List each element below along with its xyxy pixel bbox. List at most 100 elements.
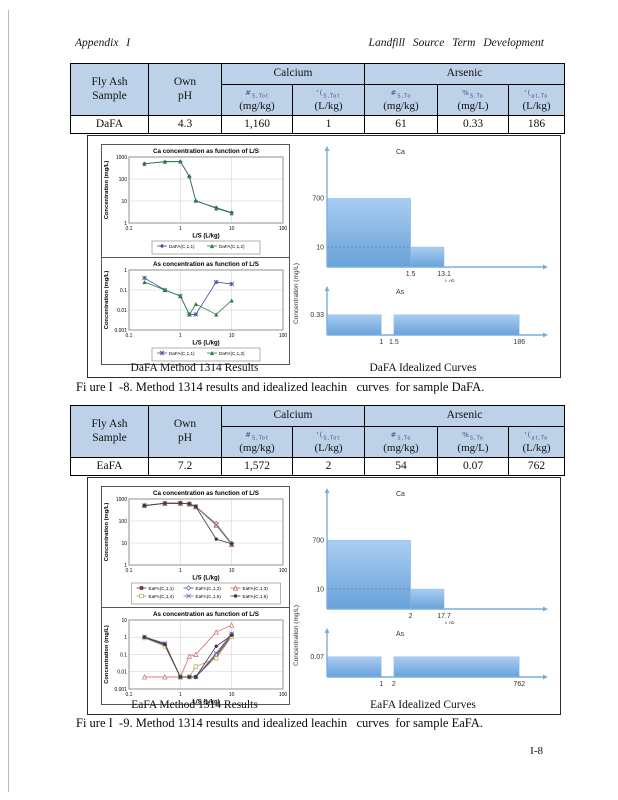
svg-text:2: 2 [392,681,396,688]
svg-text:0.1: 0.1 [126,568,133,574]
eafa-method-charts: 0.1 1 10 100 1 10 100 1000 Ca concentration as f… [101,486,290,705]
th-as-mgkg: #S,To (mg/kg) [364,426,438,458]
svg-text:0.1: 0.1 [126,692,133,698]
svg-text:Concentration (mg/L): Concentration (mg/L) [104,625,110,684]
svg-text:10: 10 [121,541,127,547]
svg-text:Ca concentration as function o: Ca concentration as function of L/S [153,490,259,497]
svg-text:1: 1 [379,681,383,688]
page-number: I-8 [530,745,543,757]
svg-text:1: 1 [379,339,383,346]
th-own-ph: Own pH [148,405,222,458]
svg-text:Ca concentration as function o: Ca concentration as function of L/S [153,148,259,155]
eafa-method-caption: EaFA Method 1314 Results [131,699,258,711]
th-ca-mgkg: #S,Tot (mg/kg) [221,84,293,116]
svg-text:1: 1 [124,268,127,274]
svg-text:DaFA(C,1,2): DaFA(C,1,2) [219,244,245,249]
svg-text:1.5: 1.5 [389,339,399,346]
svg-text:0.07: 0.07 [310,654,324,661]
svg-text:Concentration (mg/L): Concentration (mg/L) [104,161,110,220]
ideal-y-axis-label: Concentration (mg/L) [293,604,300,666]
dafa-ca-chart: 0.1 1 10 100 1 10 100 1000 Ca concentration as f… [101,144,290,258]
dafa-idealized-panel: 700 10 1.5 13.1 Ca L/S 0.33 1 186 1.5 As Concentr… [293,142,553,354]
dafa-figure-box: 0.1 1 10 100 1 10 100 1000 Ca concentration as f… [87,135,561,378]
svg-text:0.1: 0.1 [120,652,127,658]
th-arsenic-group: Arsenic [364,63,565,85]
svg-text:EaFA(C,1,2): EaFA(C,1,2) [196,586,222,591]
cell-sample: EaFA [70,457,149,476]
cell-as-lkg: 762 [508,457,565,476]
svg-text:13.1: 13.1 [437,271,451,278]
th-as-mgkg: #S,To (mg/kg) [364,84,438,116]
eafa-summary-table: Fly Ash Sample Own pH Calcium Arsenic #S… [70,405,565,476]
svg-text:As concentration as function o: As concentration as function of L/S [153,261,259,268]
svg-text:1.5: 1.5 [406,271,416,278]
dafa-method-caption: DaFA Method 1314 Results [130,362,259,374]
th-ca-lkg: '(S,Tot (L/kg) [292,84,365,116]
svg-text:1: 1 [124,635,127,641]
cell-ca-lkg: 2 [292,457,365,476]
dafa-ideal-caption: DaFA Idealized Curves [369,362,477,374]
cell-ph: 4.3 [148,115,222,134]
svg-text:0.33: 0.33 [310,312,324,319]
svg-text:As concentration as function o: As concentration as function of L/S [153,611,259,618]
cell-ca-mgkg: 1,160 [221,115,293,134]
svg-text:1: 1 [179,692,182,698]
cell-as-lkg: 186 [508,115,565,134]
svg-text:L/S (L/kg): L/S (L/kg) [192,341,219,347]
svg-text:186: 186 [513,339,525,346]
eafa-ideal-ca-chart: 700 10 2 17.7 Ca L/S [293,484,553,624]
svg-text:100: 100 [279,692,288,698]
figure-i9-caption: Fi ure I -9. Method 1314 results and ide… [76,716,483,730]
cell-ph: 7.2 [148,457,222,476]
th-as-lkg: '(at,To (L/kg) [508,84,565,116]
scan-edge-line [8,10,9,792]
dafa-as-chart: 0.1 1 10 100 0.001 0.01 0.1 1 As concentration a… [101,258,290,365]
svg-text:0.1: 0.1 [126,226,133,232]
svg-text:100: 100 [279,226,288,232]
svg-text:10: 10 [121,618,127,624]
eafa-ca-chart: 0.1 1 10 100 1 10 100 1000 Ca concentration as f… [101,486,290,608]
svg-text:DaFA(C,1,1): DaFA(C,1,1) [169,244,195,249]
svg-text:EaFA(C,1,4): EaFA(C,1,4) [149,594,175,599]
svg-text:762: 762 [513,681,525,688]
cell-ca-lkg: 1 [292,115,365,134]
dafa-method-charts: 0.1 1 10 100 1 10 100 1000 Ca concentration as f… [101,144,290,365]
svg-text:L/S: L/S [445,621,455,624]
svg-text:DaFA(C,1,2): DaFA(C,1,2) [219,351,245,356]
header-appendix: Appendix I [75,37,131,49]
svg-text:10: 10 [229,568,235,574]
cell-ca-mgkg: 1,572 [221,457,293,476]
cell-sample: DaFA [70,115,149,134]
eafa-ideal-as-chart: 0.07 1 762 2 As [293,624,553,692]
svg-text:1000: 1000 [116,155,127,161]
svg-text:1: 1 [179,568,182,574]
svg-text:100: 100 [279,333,288,339]
svg-text:0.1: 0.1 [126,333,133,339]
th-fly-ash-sample: Fly Ash Sample [70,405,149,458]
eafa-ideal-caption: EaFA Idealized Curves [370,699,476,711]
svg-text:L/S: L/S [445,279,455,282]
svg-text:1: 1 [179,333,182,339]
dafa-ideal-ca-chart: 700 10 1.5 13.1 Ca L/S [293,142,553,282]
th-as-mgl: %S,To (mg/L) [437,84,509,116]
cell-as-mgkg: 61 [364,115,438,134]
svg-text:1: 1 [124,221,127,227]
svg-text:2: 2 [409,613,413,620]
svg-text:EaFA(C,1,3): EaFA(C,1,3) [243,586,269,591]
eafa-idealized-panel: 700 10 2 17.7 Ca L/S 0.07 1 762 2 As Concentratio… [293,484,553,696]
svg-text:0.1: 0.1 [120,288,127,294]
svg-text:EaFA(C,1,5): EaFA(C,1,5) [196,594,222,599]
th-ca-mgkg: #S,Tot (mg/kg) [221,426,293,458]
svg-text:1: 1 [124,563,127,569]
svg-text:10: 10 [229,692,235,698]
cell-as-mgkg: 54 [364,457,438,476]
svg-text:10: 10 [229,226,235,232]
svg-text:10: 10 [229,333,235,339]
svg-text:17.7: 17.7 [437,613,451,620]
cell-as-mgl: 0.33 [437,115,509,134]
ideal-y-axis-label: Concentration (mg/L) [293,262,300,324]
svg-text:0.01: 0.01 [117,308,127,314]
eafa-figure-box: 0.1 1 10 100 1 10 100 1000 Ca concentration as f… [87,477,561,715]
svg-text:700: 700 [312,537,324,544]
